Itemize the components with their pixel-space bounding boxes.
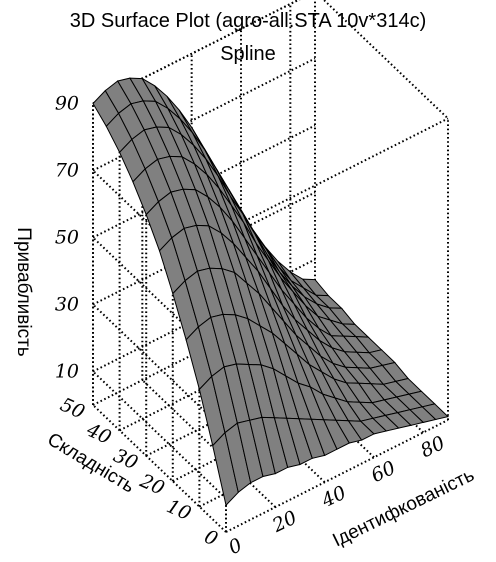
z-axis-label: Привабливість bbox=[13, 227, 34, 357]
box-edge bbox=[322, 0, 449, 120]
x-tick-label: 0 bbox=[225, 534, 246, 559]
chart-subtitle: Spline bbox=[220, 43, 276, 65]
y-tick-label: 50 bbox=[57, 394, 88, 424]
chart-title: 3D Surface Plot (agro-all.STA 10v*314c) bbox=[69, 10, 427, 32]
box-edge bbox=[225, 117, 449, 232]
x-tick-label: 40 bbox=[317, 482, 349, 513]
z-tick-label: 30 bbox=[55, 294, 79, 316]
x-tick-label: 20 bbox=[268, 507, 300, 538]
y-tick-label: 40 bbox=[83, 419, 115, 449]
surface-patch bbox=[421, 403, 450, 421]
y-tick-label: 10 bbox=[163, 495, 194, 525]
z-tick-label: 50 bbox=[55, 227, 79, 249]
floor-gridline bbox=[141, 379, 277, 508]
x-tick-label: 60 bbox=[368, 457, 399, 487]
z-tick-label: 10 bbox=[55, 361, 79, 383]
x-tick-label: 80 bbox=[417, 432, 448, 462]
left-wall-gridline bbox=[92, 303, 227, 433]
back-wall-gridline bbox=[92, 191, 316, 306]
left-wall-gridline bbox=[92, 370, 227, 500]
z-tick-label: 70 bbox=[55, 160, 79, 182]
back-wall-gridline bbox=[92, 57, 316, 172]
floor-gridline bbox=[225, 419, 449, 533]
back-wall-gridline bbox=[92, 124, 316, 239]
z-tick-label: 90 bbox=[55, 93, 79, 115]
y-tick-label: 0 bbox=[201, 526, 221, 551]
y-tick-label: 20 bbox=[136, 469, 168, 499]
floor-gridline bbox=[92, 404, 227, 533]
box-edge bbox=[92, 0, 301, 105]
x-axis-label: Ідентифкованість bbox=[329, 465, 477, 552]
